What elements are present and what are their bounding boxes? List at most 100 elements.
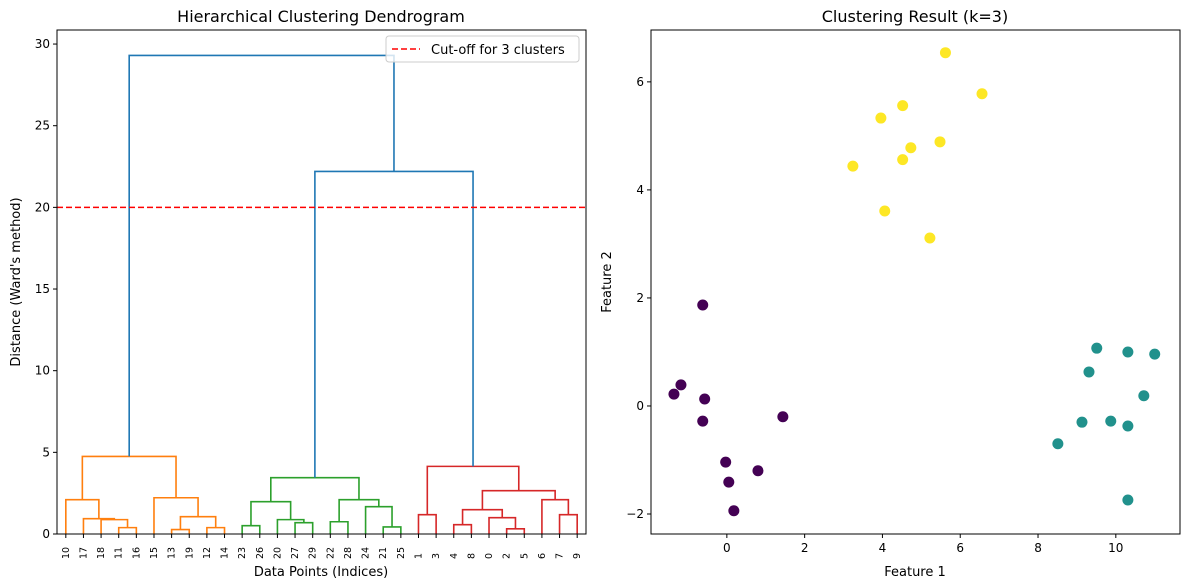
scatter-point (934, 136, 946, 148)
dendrogram-link (170, 528, 191, 534)
leaf-label: 0 (484, 553, 495, 559)
leaf-label: 9 (572, 553, 583, 559)
scatter-point (879, 205, 891, 217)
dendrogram-link (241, 524, 261, 534)
scatter-point (924, 232, 936, 244)
x-tick-label: 10 (1108, 541, 1123, 555)
leaf-label: 23 (237, 547, 248, 559)
scatter-point (1052, 438, 1064, 450)
y-tick-label: 20 (35, 200, 50, 214)
dendrogram-panel: Hierarchical Clustering Dendrogram Data … (9, 7, 587, 580)
leaf-label: 24 (361, 547, 372, 559)
x-tick-label: 4 (879, 541, 887, 555)
leaf-label: 20 (272, 547, 283, 559)
scatter-xlabel: Feature 1 (884, 565, 946, 580)
leaf-label: 16 (131, 547, 142, 559)
x-tick-label: 6 (956, 541, 964, 555)
leaf-label: 28 (343, 547, 354, 559)
dendrogram-link (417, 513, 437, 534)
dendrogram-link (338, 498, 380, 522)
scatter-point (939, 47, 951, 59)
dendrogram-link (250, 500, 292, 526)
dendrogram-link (81, 455, 177, 500)
y-tick-label: 4 (636, 183, 644, 197)
leaf-label: 5 (519, 553, 530, 559)
leaf-label: 3 (431, 553, 442, 559)
dendrogram-link (117, 526, 138, 534)
leaf-label: 15 (149, 547, 160, 559)
y-tick-label: 25 (35, 119, 50, 133)
scatter-point (777, 411, 789, 423)
y-tick-label: −2 (626, 507, 644, 521)
dendrogram-link (314, 170, 474, 478)
dendrogram-xlabel: Data Points (Indices) (254, 565, 388, 580)
scatter-point (723, 476, 735, 488)
leaf-label: 17 (78, 547, 89, 559)
scatter-point (1083, 366, 1095, 378)
leaf-label: 21 (378, 547, 389, 559)
scatter-point (697, 299, 709, 311)
dendrogram-link (82, 517, 116, 534)
dendrogram-link (329, 520, 349, 534)
dendrogram-link (452, 523, 473, 534)
scatter-point (847, 160, 859, 172)
scatter-point (720, 456, 732, 468)
x-tick-label: 8 (1034, 541, 1042, 555)
leaf-label: 12 (202, 547, 213, 559)
scatter-point (697, 415, 709, 427)
dendrogram-link (100, 518, 129, 534)
dendrogram-link (128, 54, 395, 457)
dendrogram-link (294, 521, 314, 534)
scatter-ylabel: Feature 2 (600, 251, 615, 313)
scatter-point (1076, 416, 1088, 428)
scatter-point (1122, 346, 1134, 358)
leaf-label: 19 (184, 547, 195, 559)
legend-cutoff-label: Cut-off for 3 clusters (431, 43, 565, 58)
scatter-point (1091, 342, 1103, 354)
legend: Cut-off for 3 clusters (385, 35, 580, 63)
axes-frame (650, 29, 1181, 535)
leaf-label: 11 (114, 547, 125, 559)
scatter-point (897, 100, 909, 112)
scatter-point (905, 142, 917, 154)
scatter-point (875, 112, 887, 124)
scatter-point (976, 88, 988, 100)
y-tick-label: 15 (35, 282, 50, 296)
dendrogram-link (65, 498, 100, 534)
leaf-label: 7 (555, 553, 566, 559)
y-tick-label: 0 (42, 527, 50, 541)
dendrogram-link (488, 516, 517, 534)
leaf-label: 29 (308, 547, 319, 559)
x-tick-label: 2 (801, 541, 809, 555)
dendrogram-link (364, 505, 393, 534)
leaf-label: 2 (502, 553, 513, 559)
leaf-label: 25 (396, 547, 407, 559)
dendrogram-ylabel: Distance (Ward's method) (9, 197, 24, 366)
dendrogram-link (153, 496, 199, 534)
y-tick-label: 0 (636, 399, 644, 413)
dendrogram-link (505, 527, 526, 534)
dendrogram-link (382, 526, 402, 534)
scatter-title: Clustering Result (k=3) (822, 7, 1008, 26)
leaf-label: 22 (325, 547, 336, 559)
leaf-label: 18 (96, 547, 107, 559)
dendrogram-link (541, 498, 570, 534)
leaf-label: 10 (61, 547, 72, 559)
scatter-point (752, 465, 764, 477)
scatter-point (699, 393, 711, 405)
dendrogram-title: Hierarchical Clustering Dendrogram (177, 7, 465, 26)
dendrogram-link (270, 476, 360, 502)
leaf-label: 26 (255, 547, 266, 559)
leaf-label: 13 (167, 547, 178, 559)
scatter-point (1149, 348, 1161, 360)
scatter-point (668, 388, 680, 400)
dendrogram-link (206, 526, 226, 534)
scatter-point (897, 154, 909, 166)
leaf-label: 27 (290, 547, 301, 559)
x-tick-label: 0 (723, 541, 731, 555)
y-tick-label: 10 (35, 364, 50, 378)
scatter-point (1122, 420, 1134, 432)
leaf-label: 6 (537, 553, 548, 559)
scatter-point (728, 505, 740, 517)
scatter-point (675, 379, 687, 391)
